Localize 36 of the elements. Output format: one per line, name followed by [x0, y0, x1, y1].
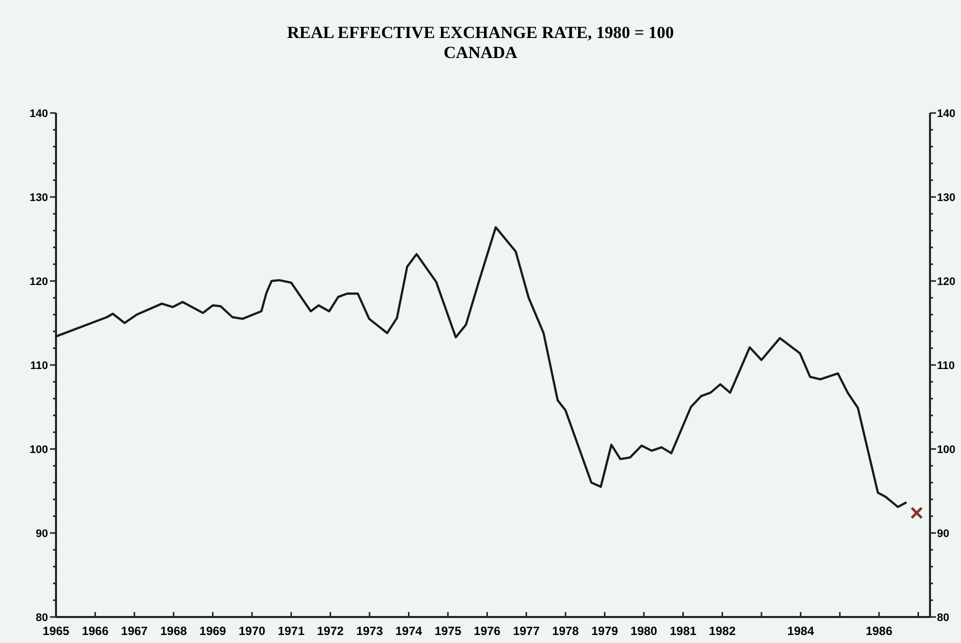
y2-tick-label: 90	[937, 528, 950, 540]
x-tick-label: 1980	[630, 624, 658, 638]
chart-subtitle: CANADA	[444, 43, 518, 62]
x-tick-label: 1976	[474, 624, 501, 638]
x-tick-label: 1973	[356, 624, 384, 638]
y-tick-label: 100	[30, 444, 48, 456]
y2-tick-label: 130	[937, 192, 956, 204]
x-tick-label: 1972	[317, 624, 344, 638]
x-tick-label: 1970	[238, 624, 266, 638]
x-tick-label: 1967	[121, 624, 148, 638]
y2-tick-label: 140	[937, 108, 956, 120]
y2-tick-label: 110	[937, 360, 955, 372]
x-tick-label: 1986	[866, 624, 893, 638]
x-tick-label: 1975	[434, 624, 462, 638]
y2-tick-label: 120	[937, 276, 956, 288]
x-tick-label: 1965	[42, 624, 70, 638]
x-tick-label: 1982	[708, 624, 736, 638]
x-tick-label: 1977	[512, 624, 540, 638]
y2-tick-label: 100	[937, 444, 956, 456]
x-tick-label: 1971	[278, 624, 305, 638]
y-tick-label: 120	[30, 276, 48, 288]
chart-title: REAL EFFECTIVE EXCHANGE RATE, 1980 = 100	[287, 23, 674, 42]
y-tick-label: 90	[36, 528, 48, 540]
x-tick-label: 1978	[552, 624, 580, 638]
x-tick-label: 1984	[787, 624, 814, 638]
y-tick-label: 80	[36, 612, 48, 624]
y-tick-label: 110	[30, 360, 48, 372]
x-tick-label: 1969	[199, 624, 226, 638]
x-tick-label: 1974	[395, 624, 422, 638]
x-tick-label: 1981	[670, 624, 697, 638]
x-tick-label: 1966	[82, 624, 109, 638]
x-tick-label: 1979	[591, 624, 618, 638]
x-tick-label: 1968	[160, 624, 188, 638]
y-tick-label: 140	[30, 108, 48, 120]
y2-tick-label: 80	[937, 612, 950, 624]
y-tick-label: 130	[30, 192, 48, 204]
